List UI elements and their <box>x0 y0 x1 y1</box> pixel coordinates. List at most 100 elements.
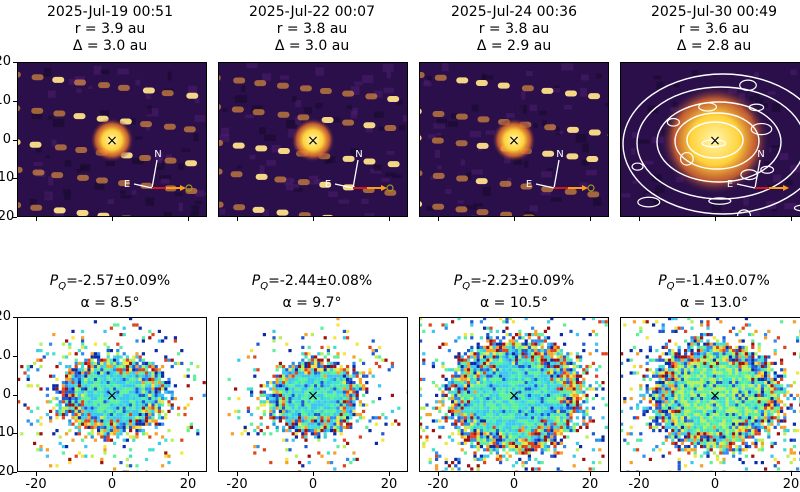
pixel <box>738 365 741 368</box>
pixel <box>658 403 661 406</box>
noise-blob <box>88 86 92 89</box>
noise-blob <box>399 125 405 131</box>
pixel <box>343 368 346 371</box>
pixel <box>148 413 151 416</box>
pixel <box>687 391 690 394</box>
pixel <box>770 384 773 387</box>
top-title-4: 2025-Jul-30 00:49 r = 3.6 au Δ = 2.8 au <box>614 4 800 55</box>
pixel <box>148 400 151 403</box>
star-trail <box>432 138 444 144</box>
pixel <box>493 397 496 400</box>
pixel <box>710 375 713 378</box>
pixel <box>94 362 97 365</box>
pixel <box>132 365 135 368</box>
pixel <box>563 381 566 384</box>
star-trail <box>586 156 598 162</box>
noise-blob <box>768 91 776 94</box>
pixel <box>266 394 269 397</box>
pixel <box>84 407 87 410</box>
pixel <box>480 384 483 387</box>
pixel <box>751 400 754 403</box>
pixel <box>764 394 767 397</box>
pixel <box>158 423 161 426</box>
pixel <box>132 403 135 406</box>
pixel <box>697 378 700 381</box>
pixel <box>55 384 58 387</box>
pixel <box>65 375 68 378</box>
pixel <box>579 403 582 406</box>
pixel <box>751 426 754 429</box>
pixel <box>477 442 480 445</box>
pixel <box>301 352 304 355</box>
pixel <box>349 413 352 416</box>
pixel <box>470 419 473 422</box>
pixel <box>713 426 716 429</box>
pixel <box>512 416 515 419</box>
pixel <box>687 410 690 413</box>
pixel <box>534 371 537 374</box>
pixel <box>282 381 285 384</box>
noise-blob <box>191 205 199 213</box>
pixel <box>576 371 579 374</box>
pixel <box>601 381 604 384</box>
pixel <box>681 359 684 362</box>
pixel <box>662 365 665 368</box>
pixel <box>68 381 71 384</box>
pixel <box>311 368 314 371</box>
pixel <box>493 400 496 403</box>
pixel <box>566 403 569 406</box>
pixel <box>662 391 665 394</box>
pixel <box>454 397 457 400</box>
pixel <box>445 467 448 470</box>
pixel <box>767 355 770 358</box>
pixel <box>668 423 671 426</box>
pixel <box>722 413 725 416</box>
pixel <box>171 403 174 406</box>
pixel <box>681 378 684 381</box>
pixel <box>327 387 330 390</box>
pixel <box>464 413 467 416</box>
pixel <box>496 400 499 403</box>
noise-blob <box>161 179 170 184</box>
pixel <box>477 435 480 438</box>
pixel <box>330 416 333 419</box>
pixel <box>626 359 629 362</box>
pixel <box>100 371 103 374</box>
pixel <box>94 400 97 403</box>
pixel <box>317 423 320 426</box>
pixel <box>608 371 609 374</box>
pixel <box>91 365 94 368</box>
pixel <box>563 435 566 438</box>
pixel <box>359 400 362 403</box>
pixel <box>553 375 556 378</box>
pixel <box>496 330 499 333</box>
pixel <box>263 432 266 435</box>
polarization-map: × <box>17 317 207 472</box>
pixel <box>585 400 588 403</box>
pixel <box>665 407 668 410</box>
pixel <box>190 397 193 400</box>
pixel <box>620 352 623 355</box>
pixel <box>84 403 87 406</box>
pixel <box>493 365 496 368</box>
pixel <box>592 448 595 451</box>
pixel <box>362 371 365 374</box>
pixel <box>537 442 540 445</box>
pixel <box>97 432 100 435</box>
pixel <box>457 384 460 387</box>
pixel <box>684 416 687 419</box>
pixel <box>336 317 339 320</box>
pixel <box>253 368 256 371</box>
star-trail <box>233 143 245 149</box>
pixel <box>547 400 550 403</box>
pixel <box>311 355 314 358</box>
pixel <box>557 391 560 394</box>
pixel <box>425 426 428 429</box>
star-trail <box>256 174 268 180</box>
pixel <box>566 384 569 387</box>
pixel <box>531 375 534 378</box>
pixel <box>665 387 668 390</box>
pixel <box>126 394 129 397</box>
pixel <box>110 384 113 387</box>
pixel <box>703 343 706 346</box>
